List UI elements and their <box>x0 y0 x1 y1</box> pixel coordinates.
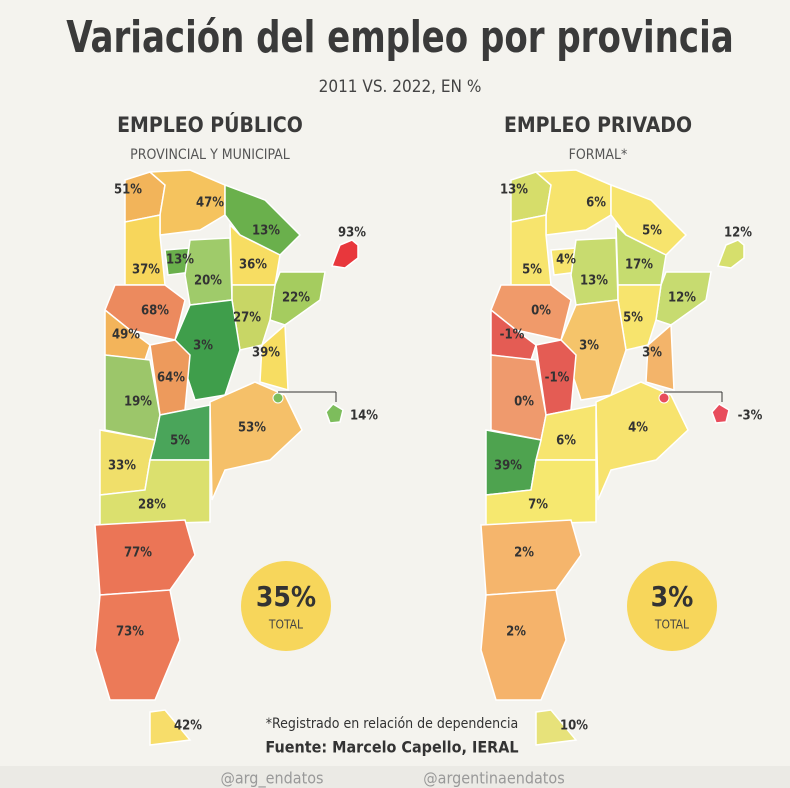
province-label: 5% <box>170 434 190 449</box>
province-label: -1% <box>500 328 525 343</box>
province <box>480 589 567 701</box>
province <box>325 403 344 424</box>
province-label: 0% <box>514 395 534 410</box>
province-label: 3% <box>579 339 599 354</box>
province <box>94 519 196 596</box>
province-label: 19% <box>124 395 152 410</box>
social-handle: @arg_endatos <box>220 769 323 788</box>
province-label: 3% <box>193 339 213 354</box>
province-label: -3% <box>738 409 763 424</box>
province <box>94 589 181 701</box>
panel-subheading: FORMAL* <box>569 147 628 163</box>
province-label: 33% <box>108 459 136 474</box>
province-label: 4% <box>628 421 648 436</box>
province-label: 6% <box>586 196 606 211</box>
province-label: 36% <box>239 258 267 273</box>
province <box>490 308 537 361</box>
province-label: 22% <box>282 291 310 306</box>
province <box>259 323 289 392</box>
province-label: 53% <box>238 421 266 436</box>
province-label: 12% <box>724 226 752 241</box>
province-label: 77% <box>124 546 152 561</box>
province-label: 5% <box>642 224 662 239</box>
province <box>595 381 689 501</box>
subtitle: 2011 VS. 2022, EN % <box>319 77 482 97</box>
province-label: 27% <box>233 311 261 326</box>
province-label: 49% <box>112 328 140 343</box>
province-label: 64% <box>157 371 185 386</box>
title: Variación del empleo por provincia <box>66 11 733 62</box>
province-label: 5% <box>623 311 643 326</box>
source: Fuente: Marcelo Capello, IERAL <box>265 738 518 757</box>
province-label: 3% <box>642 346 662 361</box>
province-label: 13% <box>166 253 194 268</box>
province-label: 20% <box>194 274 222 289</box>
province <box>209 381 303 501</box>
panel-heading: EMPLEO PRIVADO <box>504 113 692 137</box>
province-label: 73% <box>116 625 144 640</box>
province-label: 2% <box>514 546 534 561</box>
province-label: 39% <box>252 346 280 361</box>
province-label: 0% <box>531 304 551 319</box>
province <box>716 239 745 269</box>
province <box>124 214 166 286</box>
province <box>615 223 667 286</box>
province-label: 14% <box>350 409 378 424</box>
province-label: 28% <box>138 498 166 513</box>
province-label: 47% <box>196 196 224 211</box>
caba-dot <box>658 392 670 404</box>
province-label: 17% <box>625 258 653 273</box>
province-label: 39% <box>494 459 522 474</box>
total-caption: TOTAL <box>268 618 303 632</box>
total-badge <box>241 561 331 651</box>
province-label: 13% <box>580 274 608 289</box>
province-label: -1% <box>545 371 570 386</box>
province <box>229 223 281 286</box>
total-caption: TOTAL <box>654 618 689 632</box>
province-label: 10% <box>560 719 588 734</box>
province <box>570 237 619 306</box>
province-label: 93% <box>338 226 366 241</box>
province-label: 13% <box>252 224 280 239</box>
province <box>534 169 612 236</box>
province-label: 68% <box>141 304 169 319</box>
panel-heading: EMPLEO PÚBLICO <box>117 112 303 137</box>
province-label: 13% <box>500 183 528 198</box>
panel-subheading: PROVINCIAL Y MUNICIPAL <box>130 147 290 163</box>
province <box>480 519 582 596</box>
footer-bar <box>0 766 790 788</box>
province <box>184 237 233 306</box>
caba-dot <box>272 392 284 404</box>
province <box>330 239 359 269</box>
province-label: 5% <box>522 263 542 278</box>
social-handle: @argentinaendatos <box>423 769 564 788</box>
footnote: *Registrado en relación de dependencia <box>266 716 519 732</box>
province <box>148 169 226 236</box>
total-value: 35% <box>256 580 316 613</box>
province <box>510 214 552 286</box>
province-label: 4% <box>556 253 576 268</box>
province <box>711 403 730 424</box>
province <box>104 308 151 361</box>
total-value: 3% <box>651 580 694 613</box>
province <box>645 323 675 392</box>
province <box>535 709 578 746</box>
province-label: 37% <box>132 263 160 278</box>
province-label: 7% <box>528 498 548 513</box>
province-label: 12% <box>668 291 696 306</box>
province-label: 2% <box>506 625 526 640</box>
province-label: 51% <box>114 183 142 198</box>
province-label: 42% <box>174 719 202 734</box>
province <box>149 709 192 746</box>
total-badge <box>627 561 717 651</box>
province-label: 6% <box>556 434 576 449</box>
